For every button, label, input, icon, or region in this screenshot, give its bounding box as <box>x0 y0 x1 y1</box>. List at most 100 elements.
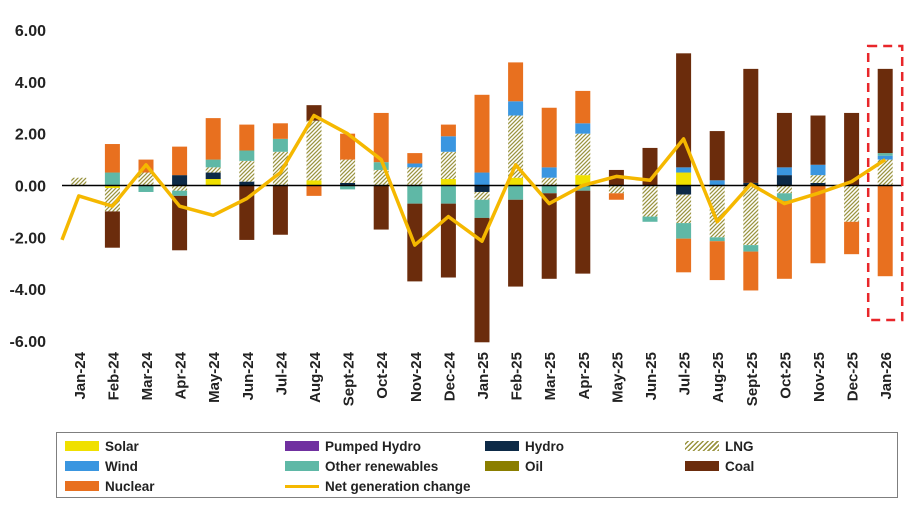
y-axis: -6.00 -4.00 -2.00 0.00 2.00 4.00 6.00 <box>10 23 47 351</box>
bar-segment-other-renewables <box>407 185 423 204</box>
bar-segment-nuclear <box>306 185 322 196</box>
legend-item-other-renewables: Other renewables <box>285 457 438 475</box>
legend-item-lng: LNG <box>685 437 754 455</box>
bar-segment-lng <box>810 175 826 183</box>
legend-label: Solar <box>105 438 139 454</box>
bar-segment-wind <box>877 155 893 160</box>
bar-segment-lng <box>541 177 557 186</box>
bar-segment-hydro <box>676 185 692 195</box>
bar-segment-coal <box>172 195 188 251</box>
bar-segment-other-renewables <box>474 199 490 218</box>
bar-segment-nuclear <box>575 90 591 124</box>
bar-segment-other-renewables <box>776 193 792 202</box>
bar-segment-lng <box>877 159 893 186</box>
x-tick-label: Sept-25 <box>744 352 761 406</box>
legend-swatch <box>685 441 719 451</box>
bar-segment-nuclear <box>810 185 826 264</box>
legend-label: Other renewables <box>325 458 439 474</box>
legend-item-nuclear: Nuclear <box>65 477 155 495</box>
legend-label: LNG <box>725 438 754 454</box>
bar-segment-hydro <box>172 175 188 186</box>
bar-segment-coal <box>104 211 120 248</box>
legend-label: Hydro <box>525 438 565 454</box>
bar-segment-hydro <box>239 181 255 186</box>
bar-segment-wind <box>575 123 591 134</box>
bar-segment-nuclear <box>205 118 221 160</box>
bar-segment-other-renewables <box>138 185 154 192</box>
bar-segment-nuclear <box>676 238 692 273</box>
bar-segment-lng <box>71 177 87 186</box>
x-tick-label: Aug-24 <box>307 351 324 402</box>
bar-segment-coal <box>810 115 826 165</box>
x-tick-label: Dec-25 <box>845 352 862 401</box>
y-tick-label: -4.00 <box>10 282 47 299</box>
x-tick-label: Jul-25 <box>677 352 694 395</box>
legend-swatch <box>285 441 319 451</box>
bar-segment-nuclear <box>541 107 557 168</box>
bar-segment-nuclear <box>776 201 792 279</box>
x-tick-label: Nov-24 <box>408 351 425 402</box>
legend: Solar Pumped Hydro Hydro LNG Wind Other renew… <box>56 432 898 498</box>
y-tick-label: -6.00 <box>10 334 47 351</box>
bar-segment-other-renewables <box>642 216 658 222</box>
bar-segment-other-renewables <box>743 245 759 252</box>
bar-segment-nuclear <box>877 185 893 277</box>
y-tick-label: 2.00 <box>15 127 46 144</box>
legend-swatch <box>285 461 319 471</box>
y-tick-label: 4.00 <box>15 75 46 92</box>
bar-segment-lng <box>239 160 255 182</box>
bar-segment-other-renewables <box>104 172 120 186</box>
stacked-bar-chart: -6.00 -4.00 -2.00 0.00 2.00 4.00 6.00 Jan-24 Fe… <box>10 23 904 406</box>
bar-segment-hydro <box>776 175 792 186</box>
bar-segment-other-renewables <box>239 150 255 161</box>
legend-swatch <box>65 441 99 451</box>
bar-segment-lng <box>676 194 692 224</box>
bar-segment-solar <box>205 179 221 186</box>
x-tick-label: Jan-25 <box>475 352 492 400</box>
bar-segment-coal <box>440 203 456 278</box>
bar-segment-wind <box>541 167 557 178</box>
bar-segment-wind <box>776 167 792 176</box>
x-tick-label: Jun-24 <box>240 351 257 400</box>
legend-label: Net generation change <box>325 478 471 494</box>
bar-segment-nuclear <box>172 146 188 176</box>
bar-segment-solar <box>104 185 120 189</box>
bar-segment-nuclear <box>272 123 288 139</box>
y-tick-label: 6.00 <box>15 23 46 40</box>
bar-segment-nuclear <box>709 241 725 281</box>
x-tick-label: Oct-25 <box>777 352 794 399</box>
bar-segment-lng <box>172 185 188 191</box>
bar-segment-other-renewables <box>272 138 288 152</box>
legend-swatch <box>65 481 99 491</box>
bar-segment-lng <box>508 115 524 178</box>
bar-segment-other-renewables <box>877 153 893 156</box>
bar-segment-other-renewables <box>709 237 725 242</box>
bar-segment-coal <box>776 112 792 168</box>
bar-segment-solar <box>575 175 591 186</box>
bar-segment-solar <box>508 177 524 186</box>
x-tick-label: Mar-24 <box>139 351 156 400</box>
bar-segment-nuclear <box>474 94 490 173</box>
bar-segment-coal <box>508 199 524 287</box>
bar-segment-nuclear <box>508 62 524 102</box>
bar-segment-nuclear <box>407 153 423 164</box>
bar-segment-lng <box>306 120 322 181</box>
bar-segment-wind <box>474 172 490 186</box>
bar-segment-nuclear <box>340 133 356 160</box>
bar-segment-hydro <box>810 182 826 186</box>
bar-segment-other-renewables <box>172 190 188 196</box>
x-tick-label: Jul-24 <box>273 351 290 395</box>
x-tick-label: May-24 <box>206 351 223 403</box>
x-tick-label: Mar-25 <box>542 352 559 400</box>
legend-label: Wind <box>105 458 138 474</box>
bar-stack-area <box>71 53 893 343</box>
legend-item-hydro: Hydro <box>485 437 564 455</box>
net-generation-change-line <box>60 113 887 247</box>
bar-segment-lng <box>844 185 860 222</box>
bar-segment-coal <box>676 53 692 168</box>
legend-item-pumped-hydro: Pumped Hydro <box>285 437 421 455</box>
bar-segment-lng <box>709 185 725 238</box>
legend-swatch <box>685 461 719 471</box>
bar-segment-nuclear <box>743 251 759 291</box>
bar-segment-other-renewables <box>440 185 456 204</box>
